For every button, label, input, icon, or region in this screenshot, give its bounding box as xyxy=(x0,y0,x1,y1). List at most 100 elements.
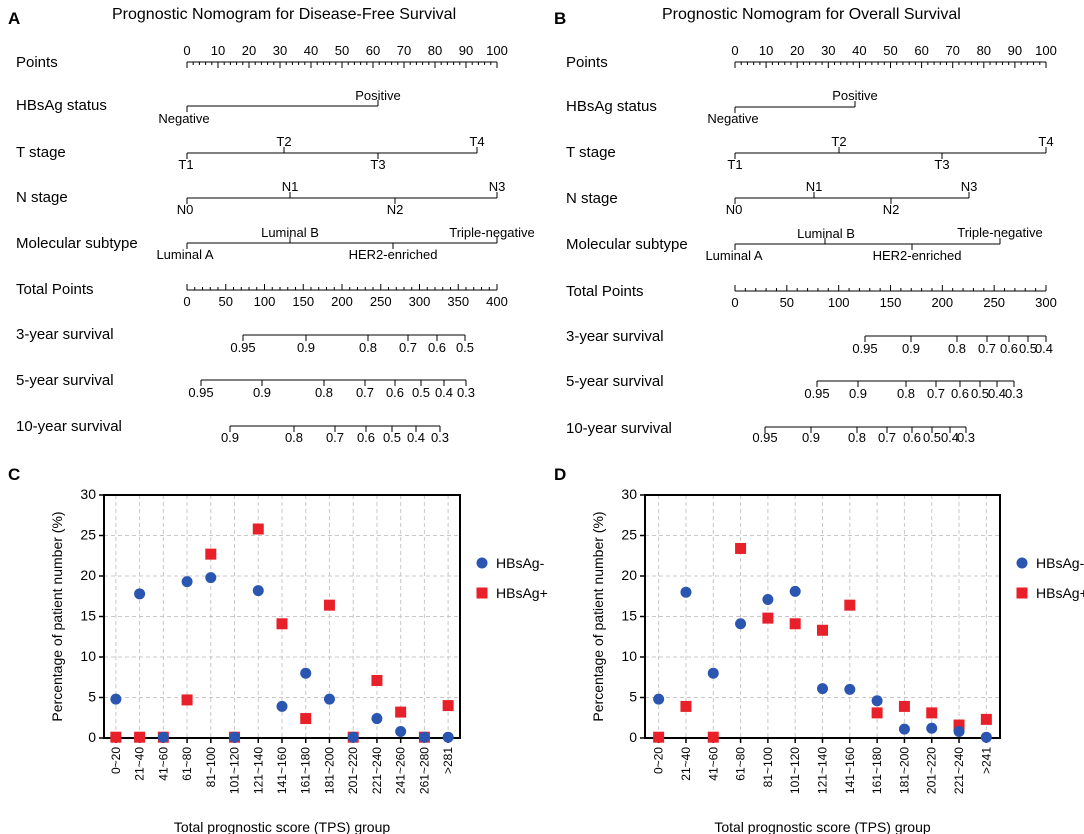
s10-tick: 0.5 xyxy=(923,430,941,445)
n3-label: N3 xyxy=(961,179,978,194)
hbsag-negative-label: Negative xyxy=(707,111,758,126)
data-point-hbsag-neg xyxy=(181,576,193,588)
nomogram-os-title: Prognostic Nomogram for Overall Survival xyxy=(662,6,961,23)
data-point-hbsag-neg xyxy=(817,683,828,695)
y-tick-label: 10 xyxy=(80,648,96,664)
y-tick-label: 0 xyxy=(88,729,96,745)
data-point-hbsag-pos xyxy=(371,674,383,686)
points-tick: 0 xyxy=(183,43,190,58)
data-point-hbsag-pos xyxy=(181,694,193,706)
s5-tick: 0.9 xyxy=(849,386,867,401)
t3-label: T3 xyxy=(934,157,949,172)
x-tick-label: 161~180 xyxy=(299,747,313,794)
t1-label: T1 xyxy=(178,157,193,172)
y-tick-label: 0 xyxy=(629,729,637,745)
data-point-hbsag-pos xyxy=(300,713,312,725)
s10-tick: 0.4 xyxy=(941,430,959,445)
n0-label: N0 xyxy=(726,202,743,217)
data-point-hbsag-pos xyxy=(817,624,828,636)
x-axis-title: Total prognostic score (TPS) group xyxy=(174,819,391,834)
y-tick-label: 20 xyxy=(621,567,637,583)
data-point-hbsag-pos xyxy=(205,548,217,560)
row-label-hbsag: HBsAg status xyxy=(16,97,107,114)
x-tick-label: 241~260 xyxy=(394,747,408,794)
legend-label: HBsAg- xyxy=(496,555,545,571)
row-label-nstage: N stage xyxy=(16,189,68,206)
luminal-b-label: Luminal B xyxy=(797,226,855,241)
s10-tick: 0.3 xyxy=(957,430,975,445)
x-tick-label: 81~100 xyxy=(761,747,775,788)
hbsag-scale: Negative Positive xyxy=(707,88,877,126)
s10-tick: 0.5 xyxy=(383,430,401,445)
data-point-hbsag-neg xyxy=(205,572,217,584)
total-points-scale: 0 50 100 150 200 250 300 xyxy=(731,285,1057,310)
points-tick: 100 xyxy=(1035,43,1057,58)
data-point-hbsag-pos xyxy=(252,523,264,535)
data-point-hbsag-pos xyxy=(926,707,938,719)
x-tick-label: 181~200 xyxy=(897,747,911,794)
s5-tick: 0.4 xyxy=(988,386,1006,401)
y-tick-label: 5 xyxy=(629,689,637,705)
total-tick: 400 xyxy=(486,294,508,309)
s10-tick: 0.8 xyxy=(848,430,866,445)
data-point-hbsag-neg xyxy=(252,585,264,597)
data-point-hbsag-pos xyxy=(134,731,146,743)
x-tick-label: 181~200 xyxy=(322,747,336,794)
total-tick: 100 xyxy=(254,294,276,309)
legend-marker-square xyxy=(476,587,488,599)
s5-tick: 0.3 xyxy=(457,385,475,400)
x-tick-label: 221~240 xyxy=(952,747,966,794)
s5-tick: 0.7 xyxy=(927,386,945,401)
total-tick: 250 xyxy=(983,295,1005,310)
points-tick: 80 xyxy=(977,43,991,58)
n2-label: N2 xyxy=(883,202,900,217)
molecular-subtype-scale: Luminal A Luminal B HER2-enriched Triple… xyxy=(156,225,534,262)
data-point-hbsag-neg xyxy=(953,726,965,738)
y-tick-label: 5 xyxy=(88,689,96,705)
total-tick: 100 xyxy=(828,295,850,310)
n-stage-scale: N0 N1 N2 N3 xyxy=(177,179,506,217)
s5-tick: 0.6 xyxy=(951,386,969,401)
n1-label: N1 xyxy=(282,179,299,194)
points-scale: 0 10 20 30 40 50 60 70 80 90 100 xyxy=(731,43,1057,68)
x-tick-label: 41~60 xyxy=(706,747,720,781)
survival-10yr-scale: 0.95 0.9 0.8 0.7 0.6 0.5 0.4 0.3 xyxy=(752,426,975,445)
triple-negative-label: Triple-negative xyxy=(449,225,535,240)
y-tick-label: 10 xyxy=(621,648,637,664)
data-point-hbsag-pos xyxy=(110,731,122,743)
hbsag-positive-label: Positive xyxy=(832,88,878,103)
points-tick: 10 xyxy=(759,43,773,58)
data-point-hbsag-neg xyxy=(680,586,692,598)
x-tick-label: >241 xyxy=(979,747,993,774)
data-point-hbsag-neg xyxy=(980,731,992,743)
data-point-hbsag-neg xyxy=(323,693,335,705)
s3-tick: 0.95 xyxy=(230,340,255,355)
data-point-hbsag-pos xyxy=(980,713,992,725)
s3-tick: 0.7 xyxy=(399,340,417,355)
s10-tick: 0.6 xyxy=(357,430,375,445)
n2-label: N2 xyxy=(387,202,404,217)
data-point-hbsag-neg xyxy=(110,693,122,705)
s5-tick: 0.9 xyxy=(253,385,271,400)
s10-tick: 0.8 xyxy=(285,430,303,445)
hbsag-scale: Negative Positive xyxy=(158,88,400,126)
x-tick-label: 121~140 xyxy=(816,747,830,794)
x-tick-label: 61~80 xyxy=(180,747,194,781)
hbsag-positive-label: Positive xyxy=(355,88,401,103)
survival-3yr-scale: 0.95 0.9 0.8 0.7 0.6 0.5 0.4 xyxy=(852,335,1053,356)
row-label-5yr: 5-year survival xyxy=(16,372,114,389)
x-tick-label: 61~80 xyxy=(734,747,748,781)
y-tick-label: 25 xyxy=(621,527,637,543)
y-tick-label: 15 xyxy=(621,608,637,624)
total-tick: 150 xyxy=(292,294,314,309)
row-label-3yr: 3-year survival xyxy=(16,326,114,343)
survival-3yr-scale: 0.95 0.9 0.8 0.7 0.6 0.5 xyxy=(230,334,474,355)
y-axis-title: Percentage of patient number (%) xyxy=(49,511,65,721)
t1-label: T1 xyxy=(727,157,742,172)
s10-tick: 0.7 xyxy=(326,430,344,445)
t4-label: T4 xyxy=(469,134,484,149)
x-tick-label: 141~160 xyxy=(843,747,857,794)
hbsag-negative-label: Negative xyxy=(158,111,209,126)
s10-tick: 0.9 xyxy=(802,430,820,445)
data-point-hbsag-pos xyxy=(898,700,910,712)
